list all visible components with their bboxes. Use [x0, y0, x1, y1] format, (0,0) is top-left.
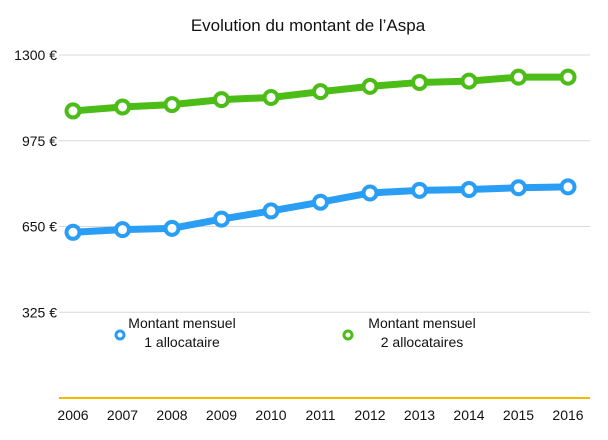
- x-tick-label: 2016: [552, 407, 583, 423]
- data-point: [364, 186, 377, 199]
- x-tick-label: 2011: [305, 407, 335, 423]
- y-tick-label: 325 €: [22, 304, 57, 320]
- data-point: [463, 183, 476, 196]
- axes: 325 € 650 € 975 € 1300 € 2006 2007 2008 2009 201…: [14, 47, 590, 423]
- data-point: [116, 100, 129, 113]
- series-lines: [67, 71, 575, 239]
- chart-title: Evolution du montant de l’Aspa: [191, 16, 426, 35]
- legend-label: 1 allocataire: [144, 334, 220, 350]
- data-point: [512, 181, 525, 194]
- x-tick-label: 2010: [255, 407, 286, 423]
- data-point: [67, 226, 80, 239]
- legend-label: Montant mensuel: [368, 315, 475, 331]
- data-point: [116, 223, 129, 236]
- legend-marker: [116, 331, 124, 339]
- y-tick-label: 1300 €: [14, 47, 57, 63]
- data-point: [166, 98, 179, 111]
- data-point: [314, 196, 327, 209]
- data-point: [215, 213, 228, 226]
- x-tick-label: 2008: [156, 407, 187, 423]
- aspa-line-chart: Evolution du montant de l’Aspa 325 € 650 …: [0, 0, 608, 440]
- y-tick-label: 975 €: [22, 133, 57, 149]
- legend-item-2: Montant mensuel 2 allocataires: [344, 315, 476, 350]
- data-point: [413, 76, 426, 89]
- legend-marker: [344, 331, 352, 339]
- data-point: [512, 71, 525, 84]
- data-point: [463, 75, 476, 88]
- data-point: [562, 180, 575, 193]
- data-point: [265, 204, 278, 217]
- data-point: [364, 80, 377, 93]
- data-point: [215, 93, 228, 106]
- x-tick-label: 2009: [206, 407, 237, 423]
- data-point: [562, 71, 575, 84]
- x-tick-label: 2015: [503, 407, 534, 423]
- x-tick-label: 2013: [404, 407, 435, 423]
- data-point: [166, 222, 179, 235]
- x-tick-label: 2007: [107, 407, 138, 423]
- x-tick-label: 2006: [57, 407, 88, 423]
- x-tick-label: 2012: [354, 407, 385, 423]
- x-tick-label: 2014: [453, 407, 484, 423]
- legend-label: Montant mensuel: [128, 315, 235, 331]
- data-point: [413, 184, 426, 197]
- data-point: [67, 104, 80, 117]
- data-point: [265, 91, 278, 104]
- legend-label: 2 allocataires: [381, 334, 464, 350]
- y-tick-label: 650 €: [22, 219, 57, 235]
- data-point: [314, 85, 327, 98]
- legend-item-1: Montant mensuel 1 allocataire: [116, 315, 236, 350]
